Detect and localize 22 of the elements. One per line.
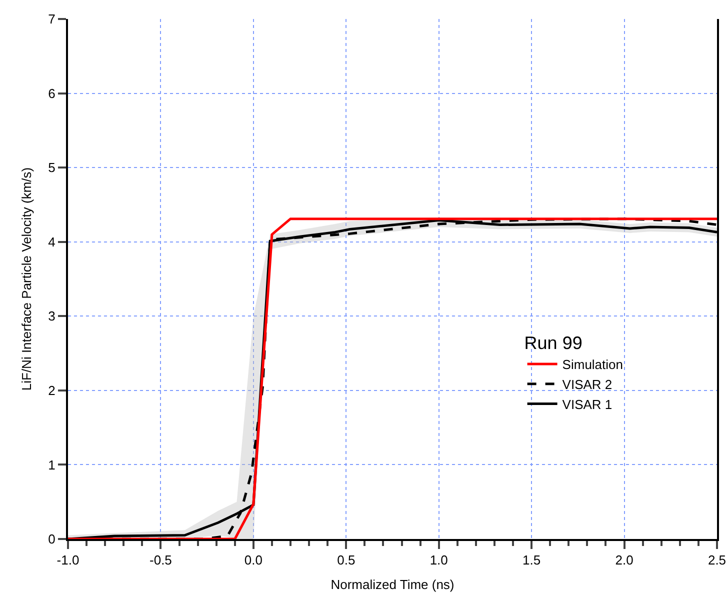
y-tick-label: 7 [48,12,56,27]
y-tick-label: 2 [48,382,56,398]
x-tick-label: 0.0 [244,552,262,568]
y-tick-label: 4 [48,234,56,250]
legend-label: VISAR 1 [562,396,612,412]
y-tick-label: 6 [48,86,56,101]
x-tick-label: 2.0 [615,552,634,568]
x-tick-label: 0.5 [337,552,356,568]
legend-label: VISAR 2 [562,376,612,392]
x-tick-label: 1.5 [522,552,541,568]
y-tick-label: 1 [48,457,56,472]
y-tick-label: 3 [48,308,56,324]
legend-title: Run 99 [524,333,582,353]
legend-label: Simulation [562,357,624,372]
x-tick-label: 1.0 [430,552,448,568]
x-tick-label: -0.5 [150,552,172,568]
y-tick-label: 5 [48,160,56,176]
x-tick-label: 2.5 [708,552,726,568]
y-tick-label: 0 [48,532,56,547]
x-tick-label: -1.0 [56,552,80,568]
y-axis-title: LiF/Ni Interface Particle Velocity (km/s) [19,167,34,391]
x-axis-title: Normalized Time (ns) [330,577,454,592]
